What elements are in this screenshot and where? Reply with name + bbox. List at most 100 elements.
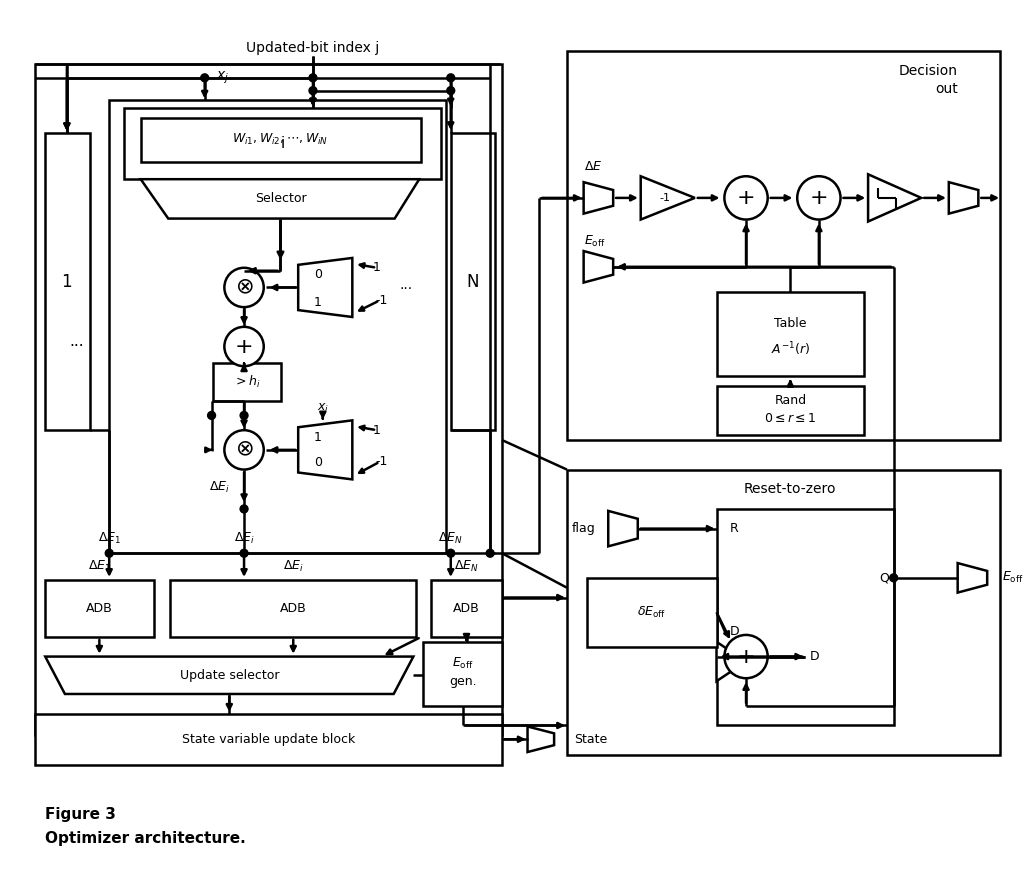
Text: $x_i$: $x_i$ — [316, 402, 329, 415]
Text: +: + — [810, 188, 828, 208]
Bar — [567, 51, 1000, 440]
Text: $W_{i1}, W_{i2}, \cdots, W_{iN}$: $W_{i1}, W_{i2}, \cdots, W_{iN}$ — [233, 133, 329, 148]
Bar — [451, 133, 495, 431]
Bar — [45, 133, 90, 431]
Polygon shape — [298, 421, 353, 479]
Bar — [35, 64, 501, 735]
Text: 0: 0 — [314, 268, 322, 281]
Text: $E_{\rm off}$: $E_{\rm off}$ — [583, 233, 605, 248]
Polygon shape — [869, 174, 921, 222]
Text: Figure 3: Figure 3 — [45, 806, 116, 821]
Circle shape — [240, 411, 248, 419]
Circle shape — [224, 431, 264, 469]
Bar — [110, 101, 446, 553]
Polygon shape — [641, 176, 695, 219]
Text: +: + — [235, 337, 253, 356]
Circle shape — [309, 87, 316, 95]
Bar — [717, 293, 864, 376]
Text: ADB: ADB — [453, 602, 480, 615]
Text: Rand: Rand — [774, 394, 807, 408]
Circle shape — [889, 574, 898, 582]
Text: Q: Q — [879, 571, 889, 584]
Polygon shape — [45, 657, 414, 694]
Bar — [171, 580, 417, 636]
Polygon shape — [717, 642, 747, 682]
Text: D: D — [810, 650, 820, 663]
Text: Table: Table — [774, 317, 807, 331]
Text: 0: 0 — [314, 456, 322, 469]
Text: 1: 1 — [62, 272, 72, 291]
Text: ...: ... — [400, 278, 413, 292]
Text: $\otimes$: $\otimes$ — [235, 278, 253, 298]
Text: State: State — [574, 733, 607, 746]
Text: Decision: Decision — [899, 64, 957, 78]
Text: $\Delta E$: $\Delta E$ — [583, 160, 602, 173]
Text: ...: ... — [69, 334, 84, 349]
Text: 1: 1 — [314, 431, 322, 444]
Text: i: i — [280, 136, 284, 151]
Polygon shape — [583, 182, 613, 214]
Text: -1: -1 — [375, 293, 388, 307]
Circle shape — [240, 549, 248, 557]
Polygon shape — [527, 727, 554, 752]
Bar — [213, 363, 281, 400]
Text: $\Delta E_N$: $\Delta E_N$ — [454, 559, 479, 574]
Text: -1: -1 — [375, 455, 388, 469]
Circle shape — [725, 635, 767, 678]
Circle shape — [224, 268, 264, 307]
Text: $x_j$: $x_j$ — [216, 70, 230, 86]
Text: Selector: Selector — [254, 193, 306, 205]
Bar — [717, 386, 864, 435]
Circle shape — [240, 505, 248, 513]
Text: ADB: ADB — [86, 602, 113, 615]
Bar — [717, 509, 893, 726]
Text: $\otimes$: $\otimes$ — [235, 440, 253, 460]
Text: $E_{\rm off}$: $E_{\rm off}$ — [452, 656, 474, 671]
Bar — [124, 109, 440, 179]
Text: R: R — [729, 522, 738, 535]
Text: flag: flag — [572, 522, 596, 535]
Bar — [586, 578, 717, 647]
Text: +: + — [737, 646, 756, 667]
Bar — [45, 580, 153, 636]
Text: -1: -1 — [660, 193, 671, 203]
Circle shape — [486, 549, 494, 557]
Text: +: + — [737, 188, 756, 208]
Bar — [431, 580, 501, 636]
Text: $\delta E_{\rm off}$: $\delta E_{\rm off}$ — [637, 605, 666, 620]
Circle shape — [725, 176, 767, 219]
Text: Reset-to-zero: Reset-to-zero — [744, 483, 837, 496]
Text: $E_{\rm off}$: $E_{\rm off}$ — [1002, 570, 1024, 585]
Bar — [35, 713, 501, 765]
Text: $>h_i$: $>h_i$ — [234, 374, 261, 390]
Text: $\Delta E_i$: $\Delta E_i$ — [209, 480, 230, 495]
Text: 1: 1 — [314, 296, 322, 309]
Text: $\Delta E_i$: $\Delta E_i$ — [283, 559, 304, 574]
Circle shape — [797, 176, 841, 219]
Text: out: out — [935, 81, 957, 95]
Text: $\Delta E_i$: $\Delta E_i$ — [234, 531, 254, 546]
Polygon shape — [298, 258, 353, 317]
Circle shape — [224, 327, 264, 366]
Bar — [567, 469, 1000, 755]
Text: D: D — [729, 626, 739, 638]
Circle shape — [447, 549, 455, 557]
Polygon shape — [583, 251, 613, 283]
Text: $\Delta E_1$: $\Delta E_1$ — [97, 531, 121, 546]
Text: 1: 1 — [373, 262, 381, 274]
Text: N: N — [466, 272, 479, 291]
Text: $A^{-1}(r)$: $A^{-1}(r)$ — [770, 340, 810, 358]
Circle shape — [201, 74, 209, 81]
Polygon shape — [141, 179, 419, 218]
Circle shape — [309, 74, 316, 81]
Text: Update selector: Update selector — [180, 669, 279, 682]
Circle shape — [208, 411, 215, 419]
Circle shape — [447, 87, 455, 95]
Text: gen.: gen. — [449, 674, 477, 688]
Text: $\Delta E_N$: $\Delta E_N$ — [438, 531, 463, 546]
Text: State variable update block: State variable update block — [182, 733, 356, 746]
Text: $\Delta E_1$: $\Delta E_1$ — [88, 559, 111, 574]
Polygon shape — [949, 182, 978, 214]
Bar — [423, 642, 501, 705]
Bar — [141, 118, 421, 163]
